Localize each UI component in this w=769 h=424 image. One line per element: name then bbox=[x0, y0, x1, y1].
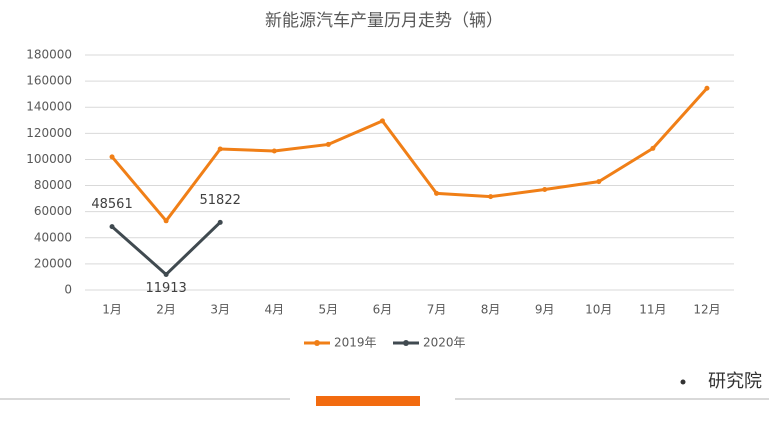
y-tick-label: 20000 bbox=[34, 256, 72, 270]
brand-dot bbox=[680, 379, 686, 385]
y-tick-label: 180000 bbox=[26, 48, 72, 62]
point bbox=[163, 271, 169, 277]
point bbox=[488, 194, 494, 200]
x-tick-label: 8月 bbox=[481, 303, 501, 317]
data-label: 48561 bbox=[91, 197, 132, 212]
legend-marker bbox=[314, 340, 320, 346]
y-tick-label: 120000 bbox=[26, 126, 72, 140]
point bbox=[109, 154, 115, 160]
x-tick-label: 10月 bbox=[585, 303, 612, 317]
point bbox=[325, 141, 331, 147]
y-tick-label: 100000 bbox=[26, 152, 72, 166]
x-tick-label: 4月 bbox=[264, 303, 284, 317]
point bbox=[596, 179, 602, 185]
point bbox=[434, 190, 440, 196]
x-tick-label: 12月 bbox=[693, 303, 720, 317]
point bbox=[650, 145, 656, 151]
series-line bbox=[110, 87, 709, 223]
x-tick-label: 9月 bbox=[535, 303, 555, 317]
point bbox=[271, 148, 277, 154]
point bbox=[109, 224, 115, 230]
y-tick-label: 40000 bbox=[34, 230, 72, 244]
x-tick-label: 11月 bbox=[639, 303, 666, 317]
point bbox=[704, 85, 710, 91]
y-tick-label: 160000 bbox=[26, 74, 72, 88]
y-tick-label: 140000 bbox=[26, 100, 72, 114]
x-tick-label: 6月 bbox=[373, 303, 393, 317]
x-tick-label: 1月 bbox=[102, 303, 122, 317]
chart-title: 新能源汽车产量历月走势（辆） bbox=[265, 11, 503, 31]
legend-label: 2019年 bbox=[334, 336, 377, 350]
x-tick-label: 5月 bbox=[319, 303, 339, 317]
footer-bar bbox=[316, 396, 420, 406]
y-tick-label: 0 bbox=[64, 283, 72, 297]
point bbox=[217, 219, 223, 225]
series-line bbox=[111, 221, 222, 276]
data-label: 51822 bbox=[200, 193, 241, 208]
x-tick-label: 3月 bbox=[210, 303, 230, 317]
point bbox=[163, 218, 169, 224]
x-tick-label: 2月 bbox=[156, 303, 176, 317]
brand: 研究院 bbox=[708, 371, 762, 392]
legend-marker bbox=[403, 340, 409, 346]
point bbox=[379, 118, 385, 124]
legend-label: 2020年 bbox=[423, 336, 466, 350]
data-label: 11913 bbox=[145, 281, 186, 296]
y-tick-label: 60000 bbox=[34, 204, 72, 218]
point bbox=[542, 186, 548, 192]
x-tick-label: 7月 bbox=[427, 303, 447, 317]
y-tick-label: 80000 bbox=[34, 178, 72, 192]
point bbox=[217, 146, 223, 152]
